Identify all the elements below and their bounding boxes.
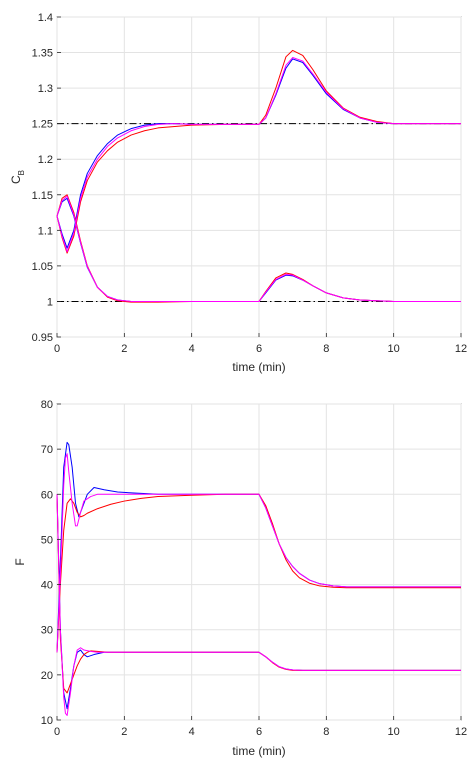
cb-series bbox=[56, 49, 461, 303]
cb-x-tick-label: 12 bbox=[455, 343, 467, 355]
f-y-tick-label: 10 bbox=[41, 715, 53, 727]
cb-x-tick-label: 2 bbox=[121, 343, 127, 355]
f-grid bbox=[56, 403, 462, 721]
f-x-axis-label: time (min) bbox=[232, 744, 285, 758]
cb-y-tick-label: 1.3 bbox=[38, 83, 53, 95]
f-y-tick-label: 40 bbox=[41, 580, 53, 592]
f-x-tick-label: 12 bbox=[455, 726, 467, 738]
f-y-tick-label: 50 bbox=[41, 534, 53, 546]
cb-y-label-main: C bbox=[9, 175, 23, 184]
f-x-tick-label: 0 bbox=[54, 726, 60, 738]
cb-series-line-5 bbox=[56, 195, 461, 302]
cb-x-ticks: 0 2 4 6 8 10 12 bbox=[54, 333, 467, 355]
cb-y-axis-label: CB bbox=[9, 170, 26, 184]
cb-y-tick-label: 1.4 bbox=[38, 12, 53, 24]
f-plot: 0 2 4 6 8 10 12 10 20 30 40 50 60 70 80 time (min) F bbox=[13, 399, 467, 758]
f-y-ticks: 10 20 30 40 50 60 70 80 bbox=[41, 399, 61, 727]
f-x-tick-label: 2 bbox=[121, 726, 127, 738]
f-y-tick-label: 30 bbox=[41, 625, 53, 637]
f-x-ticks: 0 2 4 6 8 10 12 bbox=[54, 716, 467, 738]
cb-x-tick-label: 0 bbox=[54, 343, 60, 355]
cb-series-line-4 bbox=[56, 57, 461, 253]
cb-x-tick-label: 4 bbox=[189, 343, 195, 355]
f-x-tick-label: 6 bbox=[256, 726, 262, 738]
cb-y-label-sub: B bbox=[17, 170, 26, 175]
cb-x-tick-label: 6 bbox=[256, 343, 262, 355]
cb-x-tick-label: 10 bbox=[388, 343, 400, 355]
f-y-tick-label: 70 bbox=[41, 444, 53, 456]
cb-y-tick-label: 1.05 bbox=[32, 261, 53, 273]
cb-y-tick-label: 1 bbox=[47, 296, 53, 308]
cb-y-tick-label: 1.25 bbox=[32, 119, 53, 131]
f-y-tick-label: 80 bbox=[41, 399, 53, 411]
cb-y-tick-label: 1.2 bbox=[38, 154, 53, 166]
cb-x-axis-label: time (min) bbox=[232, 360, 285, 374]
cb-y-tick-label: 1.35 bbox=[32, 48, 53, 60]
f-x-tick-label: 10 bbox=[388, 726, 400, 738]
cb-plot: 0 2 4 6 8 10 12 0.95 1 1.05 1.1 1.15 1.2 1.25 1.3 1.35… bbox=[9, 12, 467, 374]
f-x-tick-label: 8 bbox=[323, 726, 329, 738]
f-x-tick-label: 4 bbox=[189, 726, 195, 738]
cb-y-tick-label: 1.15 bbox=[32, 190, 53, 202]
cb-y-tick-label: 0.95 bbox=[32, 332, 53, 344]
svg-text:CB: CB bbox=[9, 170, 26, 184]
f-series-line-4 bbox=[56, 453, 461, 653]
f-y-tick-label: 20 bbox=[41, 670, 53, 682]
f-y-axis-label: F bbox=[13, 558, 27, 565]
cb-y-ticks: 0.95 1 1.05 1.1 1.15 1.2 1.25 1.3 1.35 1.4 bbox=[32, 12, 61, 344]
f-y-tick-label: 60 bbox=[41, 489, 53, 501]
cb-x-tick-label: 8 bbox=[323, 343, 329, 355]
f-series bbox=[56, 441, 461, 716]
f-series-line-5 bbox=[56, 494, 461, 716]
cb-y-tick-label: 1.1 bbox=[38, 225, 53, 237]
